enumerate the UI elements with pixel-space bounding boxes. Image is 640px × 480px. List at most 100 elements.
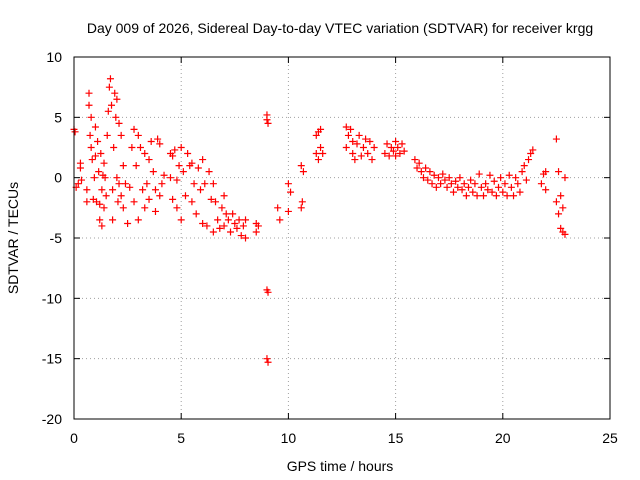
data-point [462, 192, 470, 200]
data-point [141, 204, 149, 212]
data-point [87, 144, 95, 151]
data-point [143, 180, 151, 188]
data-point [85, 101, 93, 109]
data-point [437, 180, 445, 188]
data-point [214, 216, 222, 224]
data-point [477, 183, 485, 191]
grid-layer [74, 57, 610, 419]
data-point [263, 355, 271, 363]
y-tick-label: -5 [50, 230, 63, 246]
data-point [124, 220, 132, 228]
data-point [396, 150, 404, 158]
data-point [190, 180, 198, 188]
data-point [559, 204, 567, 212]
data-point [415, 159, 423, 167]
data-point [499, 188, 507, 196]
data-point [357, 152, 365, 160]
data-point [501, 180, 509, 188]
data-point [473, 192, 481, 200]
data-point [188, 159, 196, 167]
data-point [297, 204, 305, 212]
data-point [417, 168, 425, 176]
data-point [458, 186, 466, 194]
data-point [298, 198, 306, 206]
data-point [557, 224, 565, 232]
data-point [151, 207, 159, 215]
data-point [537, 180, 545, 188]
data-point [134, 216, 142, 224]
data-point [344, 131, 352, 139]
data-point [349, 150, 357, 158]
data-point [492, 192, 500, 200]
data-point [97, 150, 105, 158]
data-point [95, 168, 103, 176]
data-point [227, 228, 235, 236]
data-point [552, 198, 560, 206]
data-point [488, 188, 496, 196]
data-point [216, 224, 224, 232]
data-point [312, 131, 320, 139]
data-point [264, 119, 272, 127]
data-point [469, 188, 477, 196]
data-point [263, 116, 271, 124]
data-point [284, 207, 292, 215]
data-point [98, 186, 106, 194]
data-point [525, 156, 533, 164]
data-point [557, 192, 565, 200]
data-point [88, 156, 96, 164]
x-axis-title: GPS time / hours [287, 458, 394, 474]
chart-title: Day 009 of 2026, Sidereal Day-to-day VTE… [87, 20, 593, 36]
data-point [505, 171, 513, 179]
data-point [299, 168, 307, 176]
data-point [109, 216, 117, 224]
data-point [139, 186, 147, 194]
data-point [552, 135, 560, 143]
data-point [207, 195, 215, 203]
data-point [355, 131, 363, 139]
y-tick-label: -15 [42, 351, 62, 367]
data-point [359, 144, 367, 151]
data-point [561, 230, 569, 238]
data-point [254, 222, 262, 230]
data-point [312, 150, 320, 158]
data-point [74, 180, 82, 188]
data-point [314, 156, 322, 164]
data-point [392, 152, 400, 160]
data-point [111, 89, 119, 97]
data-point [173, 176, 181, 184]
data-point [400, 147, 408, 155]
x-tick-label: 5 [177, 430, 185, 446]
data-point [342, 144, 350, 151]
data-point [529, 146, 537, 154]
data-point [252, 228, 260, 236]
data-point [156, 192, 164, 200]
data-point [169, 152, 177, 160]
data-point [555, 168, 563, 176]
data-point [194, 164, 202, 172]
data-point [319, 150, 327, 158]
data-point [177, 216, 185, 224]
data-point [160, 171, 168, 179]
data-point [542, 168, 550, 176]
data-point [480, 192, 488, 200]
data-point [113, 174, 121, 182]
data-point [428, 180, 436, 188]
data-point [100, 204, 108, 212]
data-point [497, 174, 505, 182]
data-point [471, 180, 479, 188]
data-point [121, 180, 129, 188]
data-point [527, 150, 535, 158]
data-point [445, 174, 453, 182]
data-point [145, 156, 153, 164]
data-point [96, 200, 104, 208]
data-point [179, 168, 187, 176]
data-point [184, 150, 192, 158]
data-point [117, 192, 125, 200]
data-point [387, 144, 395, 151]
data-point [518, 168, 526, 176]
x-tick-label: 0 [70, 430, 78, 446]
data-point [237, 232, 245, 240]
data-point [394, 144, 402, 151]
data-point [147, 137, 155, 145]
